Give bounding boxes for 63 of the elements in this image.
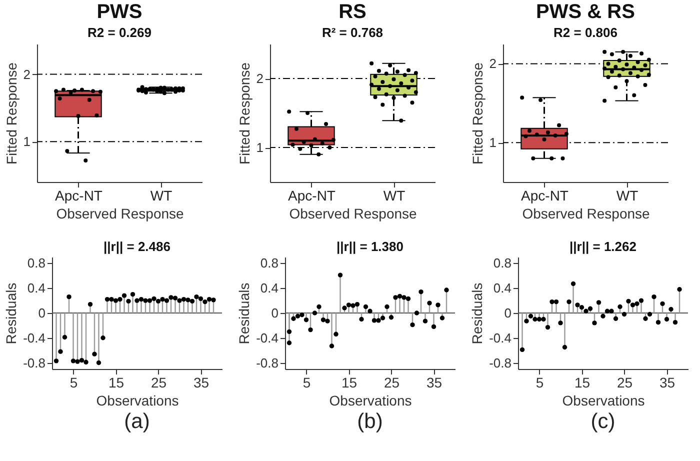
chart-subtitle: R² = 0.768 — [322, 25, 384, 40]
y-tick-label: -0.8 — [23, 355, 46, 370]
x-tick-label: 25 — [150, 374, 167, 390]
x-tick-label: 5 — [302, 374, 311, 390]
y-tick-label: 0.4 — [260, 280, 278, 296]
x-tick-label: 5 — [70, 374, 78, 390]
x-tick-label: WT — [383, 188, 406, 204]
y-tick-label: 0.4 — [493, 280, 512, 296]
x-tick-label: 25 — [616, 374, 633, 390]
y-tick-label: -0.4 — [23, 330, 46, 346]
x-tick-label: Apc-NT — [55, 188, 103, 204]
x-tick-label: 15 — [108, 374, 124, 390]
x-tick-label: 35 — [426, 374, 442, 390]
chart-title: PWS — [96, 1, 142, 23]
x-axis-title: Observed Response — [522, 206, 650, 222]
y-tick-label: 0.4 — [27, 280, 46, 296]
chart-title: ||r|| = 1.262 — [570, 239, 636, 254]
chart-title: PWS & RS — [536, 1, 635, 23]
x-tick-label: 25 — [384, 374, 400, 390]
text: (a) — [124, 410, 150, 433]
y-tick-label: -0.4 — [489, 330, 512, 346]
x-tick-label: 5 — [536, 374, 544, 390]
y-tick-label: 0.8 — [27, 256, 46, 271]
y-tick-label: 2 — [256, 71, 264, 86]
chart-subtitle: R2 = 0.806 — [554, 25, 618, 40]
y-tick-label: 2 — [23, 66, 30, 82]
y-axis-title: Fitted Response — [3, 62, 20, 164]
y-tick-label: 0.8 — [260, 256, 278, 271]
x-tick-label: 15 — [341, 374, 358, 390]
text: (c) — [590, 410, 616, 433]
x-tick-label: WT — [616, 188, 639, 204]
x-axis-title: Observations — [562, 392, 645, 408]
x-axis-title: Observations — [96, 392, 179, 408]
y-tick-label: 1 — [256, 140, 264, 155]
x-tick-label: Apc-NT — [521, 188, 569, 204]
y-tick-label: 0.8 — [493, 256, 512, 271]
y-tick-label: 1 — [23, 134, 30, 150]
y-tick-label: -0.8 — [489, 355, 512, 370]
y-tick-label: 1 — [489, 135, 496, 150]
y-tick-label: 0 — [38, 306, 46, 320]
x-tick-label: WT — [150, 188, 173, 204]
y-axis-title: Residuals — [3, 282, 20, 344]
chart-title: RS — [338, 1, 366, 23]
chart-title: ||r|| = 1.380 — [336, 239, 404, 254]
y-tick-label: -0.8 — [256, 355, 278, 370]
x-axis-title: Observed Response — [289, 206, 418, 222]
x-tick-label: 35 — [659, 374, 676, 390]
y-axis-title: Fitted Response — [236, 62, 252, 164]
x-tick-label: Apc-NT — [288, 188, 336, 204]
y-tick-label: 0 — [504, 306, 512, 320]
text: (b) — [357, 410, 383, 433]
chart-title: ||r|| = 2.486 — [104, 239, 170, 254]
x-tick-label: 35 — [193, 374, 210, 390]
x-axis-title: Observations — [329, 392, 412, 408]
x-axis-title: Observed Response — [56, 206, 184, 222]
y-axis-title: Residuals — [469, 282, 486, 344]
y-tick-label: 2 — [489, 56, 496, 72]
y-axis-title: Residuals — [236, 282, 252, 344]
x-tick-label: 15 — [574, 374, 590, 390]
chart-subtitle: R2 = 0.269 — [88, 25, 152, 40]
y-tick-label: -0.4 — [256, 330, 278, 346]
y-tick-label: 0 — [271, 306, 278, 320]
y-axis-title: Fitted Response — [469, 62, 486, 164]
